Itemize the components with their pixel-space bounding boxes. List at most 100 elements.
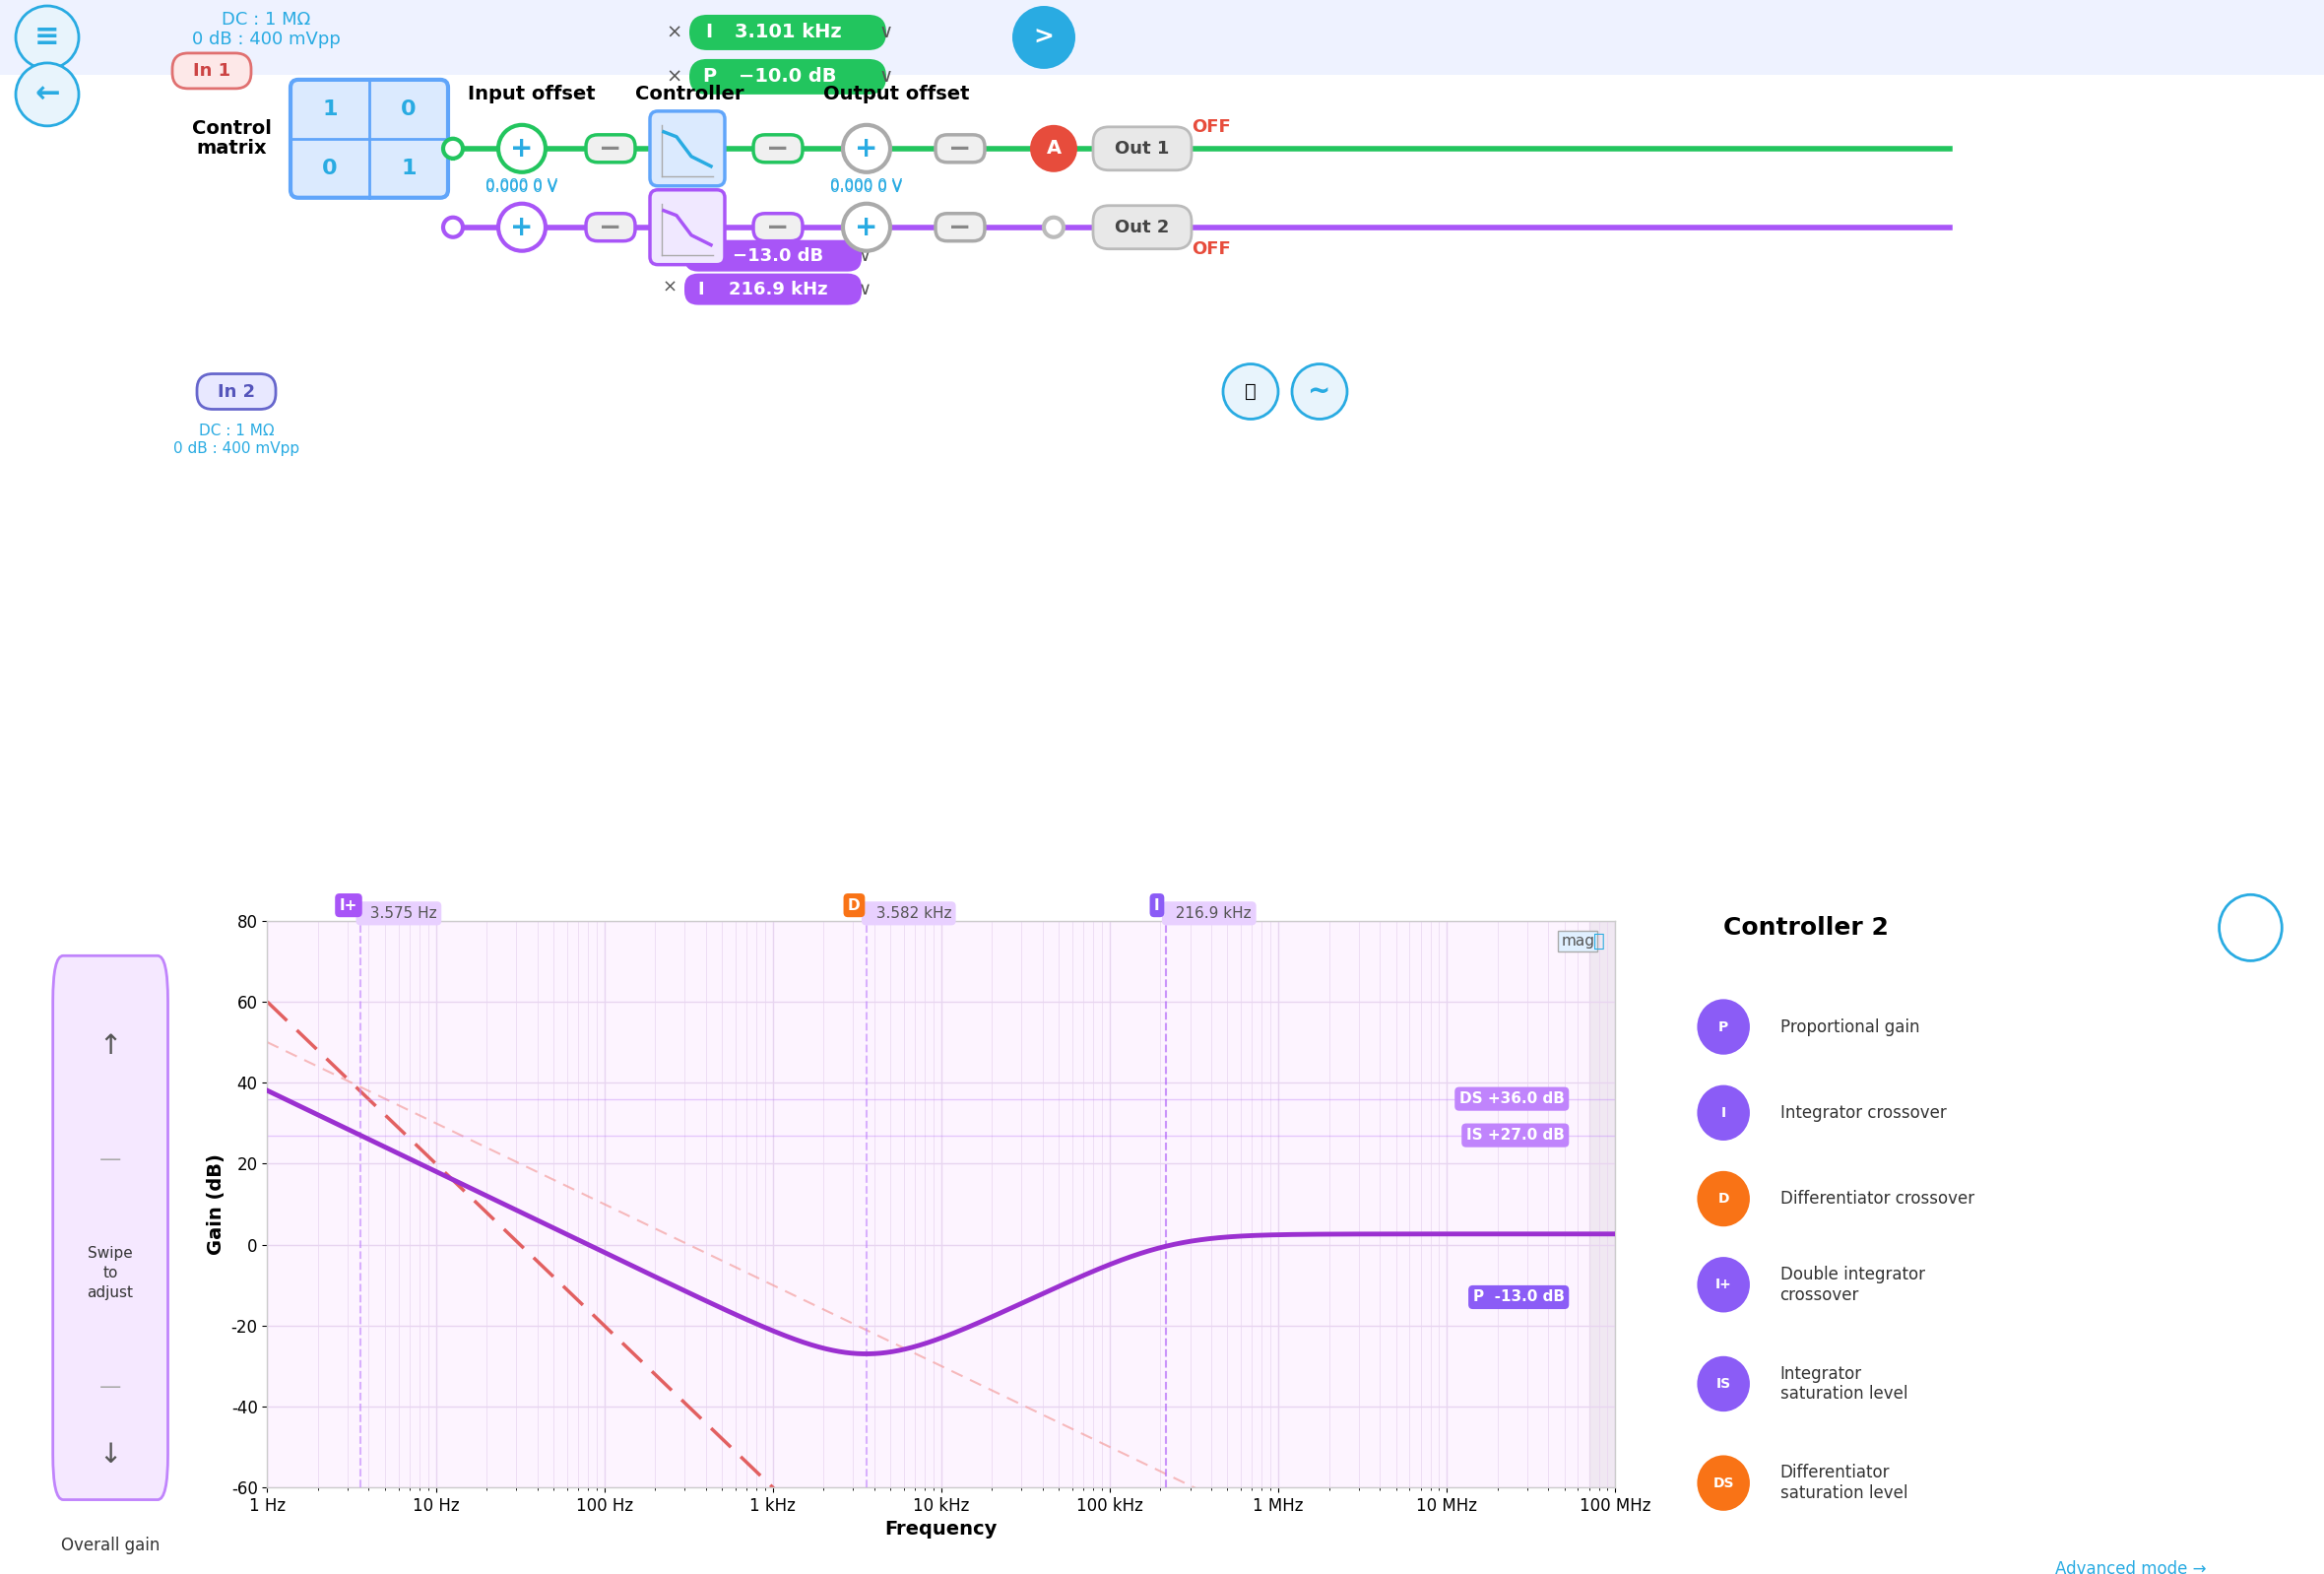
Text: IS +27.0 dB: IS +27.0 dB [1466,1129,1564,1143]
Text: −13.0 dB: −13.0 dB [732,247,823,264]
Text: ≡: ≡ [35,24,60,52]
Circle shape [844,203,890,250]
Text: mag: mag [1562,933,1594,949]
Text: 0.000 0 V: 0.000 0 V [830,178,902,194]
Text: 0.000 0 V: 0.000 0 V [486,181,558,195]
Circle shape [2219,894,2282,960]
Text: I: I [1722,1107,1727,1119]
Text: —: — [100,1151,121,1169]
Text: 1: 1 [323,99,337,120]
Text: 1: 1 [402,159,416,178]
FancyBboxPatch shape [0,0,2324,76]
Text: DC : 1 MΩ: DC : 1 MΩ [221,11,311,28]
Text: 3.575 Hz: 3.575 Hz [360,907,437,921]
Text: Overall gain: Overall gain [60,1536,160,1554]
Text: −: − [767,214,790,241]
Text: ×: × [2243,918,2259,937]
FancyBboxPatch shape [290,80,449,198]
Text: Proportional gain: Proportional gain [1780,1018,1920,1036]
Text: I+: I+ [339,897,358,913]
Text: D: D [1717,1192,1729,1206]
Text: I+: I+ [1715,1278,1731,1292]
Text: ↓: ↓ [100,1440,121,1469]
Text: >: > [1034,25,1055,49]
FancyBboxPatch shape [172,54,251,88]
Text: 216.9 kHz: 216.9 kHz [727,280,827,297]
FancyBboxPatch shape [753,135,802,162]
Circle shape [1697,1456,1750,1511]
Text: I: I [697,280,704,297]
Text: 216.9 kHz: 216.9 kHz [1167,907,1253,921]
FancyBboxPatch shape [690,14,885,50]
Text: ×: × [667,68,683,87]
Circle shape [1222,364,1278,419]
Circle shape [1043,217,1064,238]
Text: −: − [600,214,623,241]
FancyBboxPatch shape [651,112,725,186]
Text: 3.101 kHz: 3.101 kHz [734,24,841,42]
Text: D: D [848,897,860,913]
Text: ~: ~ [1308,378,1332,406]
Text: 0 dB : 400 mVpp: 0 dB : 400 mVpp [174,441,300,456]
Text: 0: 0 [323,159,337,178]
Circle shape [497,203,546,250]
Text: In 2: In 2 [218,382,256,400]
FancyBboxPatch shape [1092,206,1192,249]
Text: ×: × [662,246,676,263]
Text: DS: DS [1713,1476,1734,1491]
Text: ↑: ↑ [100,1033,121,1061]
Circle shape [444,217,462,238]
Text: I: I [1155,897,1160,913]
Text: 0: 0 [402,99,416,120]
Text: Double integrator
crossover: Double integrator crossover [1780,1265,1924,1303]
FancyBboxPatch shape [651,190,725,264]
Y-axis label: Gain (dB): Gain (dB) [207,1154,225,1254]
Text: ×: × [662,279,676,296]
Text: P  -13.0 dB: P -13.0 dB [1473,1289,1564,1305]
Circle shape [1030,124,1078,172]
Text: ←: ← [35,80,60,109]
FancyBboxPatch shape [53,955,167,1500]
Text: 0 dB : 400 mVpp: 0 dB : 400 mVpp [191,30,339,49]
Circle shape [444,139,462,159]
Text: 3.582 kHz: 3.582 kHz [867,907,951,921]
Text: Integrator crossover: Integrator crossover [1780,1103,1945,1122]
Text: ∨: ∨ [878,68,892,87]
Text: +: + [511,214,535,241]
Text: Differentiator crossover: Differentiator crossover [1780,1190,1973,1207]
FancyBboxPatch shape [937,135,985,162]
Text: OFF: OFF [1192,118,1232,135]
Circle shape [1697,999,1750,1055]
Circle shape [1697,1258,1750,1313]
FancyBboxPatch shape [586,214,634,241]
Text: ∨: ∨ [878,24,892,42]
Text: Advanced mode →: Advanced mode → [2054,1560,2208,1574]
Circle shape [1697,1171,1750,1226]
Circle shape [1013,6,1076,69]
Text: 📋: 📋 [1246,382,1257,401]
Text: +: + [855,135,878,162]
Text: DS +36.0 dB: DS +36.0 dB [1459,1091,1564,1107]
Text: P: P [702,68,716,87]
Circle shape [497,124,546,172]
FancyBboxPatch shape [1092,127,1192,170]
Text: −: − [600,135,623,162]
Text: ∨: ∨ [858,247,872,264]
Text: Differentiator
saturation level: Differentiator saturation level [1780,1464,1908,1502]
FancyBboxPatch shape [683,274,862,305]
Text: 0.000 0 V: 0.000 0 V [486,178,558,194]
FancyBboxPatch shape [198,375,277,409]
Text: In 1: In 1 [193,61,230,80]
Text: Integrator
saturation level: Integrator saturation level [1780,1365,1908,1402]
Text: ×: × [667,24,683,42]
Text: Control: Control [191,120,272,139]
Text: OFF: OFF [1192,239,1232,258]
Circle shape [1697,1084,1750,1141]
Circle shape [844,124,890,172]
Text: ⓘ: ⓘ [1592,932,1604,951]
Text: ∨: ∨ [858,280,872,297]
Text: Swipe
to
adjust: Swipe to adjust [88,1247,132,1300]
Text: IS: IS [1715,1377,1731,1391]
Text: +: + [855,214,878,241]
Text: P: P [695,247,706,264]
